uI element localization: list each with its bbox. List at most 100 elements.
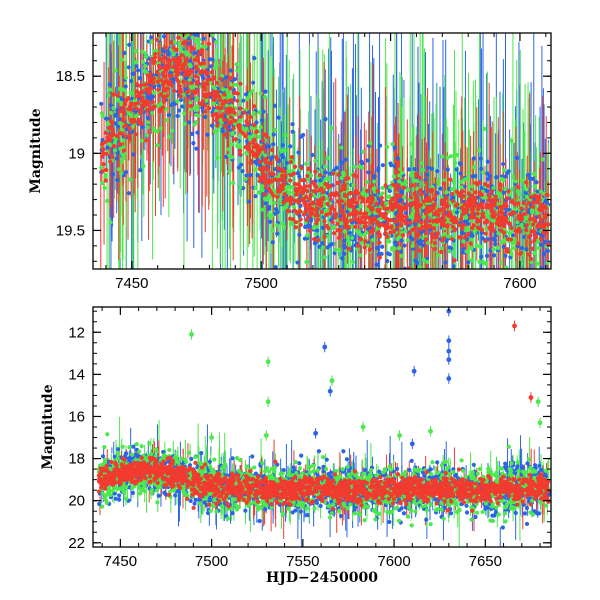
red-data-point [197,51,202,56]
red-data-point [524,180,529,185]
blue-data-point [126,65,131,70]
green-data-point [440,267,445,269]
red-data-point [441,181,446,186]
red-data-point [305,188,310,194]
red-data-point [433,192,438,198]
red-data-point [282,182,287,187]
red-data-point [254,154,259,160]
green-data-point [399,226,404,231]
red-data-point [480,202,485,207]
red-data-point [401,185,406,190]
red-data-point [104,167,109,173]
red-data-point [293,225,298,230]
red-data-point [134,82,140,87]
red-data-point [322,219,327,224]
red-data-point [279,173,285,178]
blue-data-point [543,199,549,204]
green-data-point [134,59,139,65]
green-data-point [283,133,288,138]
green-data-point [482,260,487,266]
blue-data-point [465,221,471,226]
red-data-point [461,208,466,213]
red-data-point [417,248,422,253]
red-data-point [497,182,503,187]
red-data-point [254,129,259,134]
red-data-point [428,224,433,229]
green-data-point [120,152,125,158]
red-data-point [501,230,507,235]
green-data-point [262,196,268,201]
green-data-point [491,185,496,191]
red-data-point [372,217,378,222]
red-data-point [312,236,317,242]
green-data-point [396,269,400,273]
red-data-point [264,156,269,161]
red-data-point [198,101,203,107]
red-data-point [524,223,529,228]
red-data-point [304,218,310,223]
green-data-point [289,222,294,227]
red-data-point [545,193,550,198]
red-data-point [228,115,234,120]
blue-data-point [522,511,527,516]
green-data-point [444,190,449,195]
red-data-point [194,64,199,69]
blue-data-point [318,503,323,509]
red-data-point [433,218,438,223]
red-data-point [407,231,412,236]
blue-data-point [376,168,381,173]
red-data-point [431,196,437,202]
green-data-point [128,112,133,118]
red-data-point [289,197,294,202]
green-data-point [322,203,327,208]
red-data-point [408,220,413,225]
green-data-point [497,191,503,197]
top-y-tick-label: 18.5 [56,68,85,85]
green-data-point [397,173,402,178]
red-data-point [425,225,430,230]
green-data-point [246,95,252,100]
red-data-point [335,221,340,226]
red-data-point [332,207,337,213]
red-data-point [179,53,185,58]
blue-data-point [310,152,315,158]
red-data-point [301,212,307,217]
red-data-point [271,193,276,198]
green-data-point [115,97,120,102]
green-data-point [474,271,478,275]
red-data-point [496,220,501,225]
red-data-point [531,200,536,205]
red-data-point [419,220,424,225]
red-data-point [260,138,266,143]
blue-data-point [407,467,412,473]
blue-data-point [318,178,323,183]
red-data-point [298,209,303,214]
red-data-point [513,228,518,233]
red-data-point [171,64,176,70]
blue-data-point [395,156,400,161]
red-data-point [388,230,393,235]
red-data-point [369,216,374,221]
red-data-point [156,87,161,92]
red-data-point [205,93,210,99]
red-data-point [117,131,122,136]
green-data-point [482,126,487,132]
blue-data-point [460,230,465,235]
red-data-point [139,98,144,103]
red-data-point [348,218,353,223]
green-data-point [399,170,405,176]
blue-data-point [526,172,531,178]
green-data-point [410,243,415,248]
red-data-point [517,251,523,257]
blue-data-point [363,467,368,473]
green-data-point [311,193,317,199]
red-data-point [172,88,177,93]
red-data-point [297,184,303,189]
red-data-point [492,202,497,208]
blue-data-point [253,194,258,199]
red-data-point [143,138,149,143]
top-x-tick-label: 7550 [374,275,407,292]
blue-data-point [343,157,348,162]
blue-data-point [479,166,484,172]
red-data-point [537,214,542,219]
